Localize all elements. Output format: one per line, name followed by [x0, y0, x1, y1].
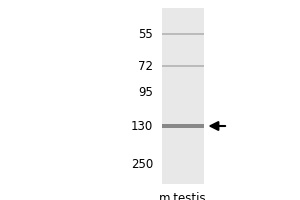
Text: m.testis: m.testis — [159, 192, 207, 200]
Text: 95: 95 — [138, 86, 153, 98]
Text: 72: 72 — [138, 60, 153, 72]
Text: 55: 55 — [138, 27, 153, 40]
Bar — [162, 124, 204, 128]
Text: 130: 130 — [131, 119, 153, 132]
Bar — [162, 33, 204, 35]
Text: 250: 250 — [131, 158, 153, 170]
Bar — [162, 8, 204, 184]
Bar — [162, 65, 204, 67]
